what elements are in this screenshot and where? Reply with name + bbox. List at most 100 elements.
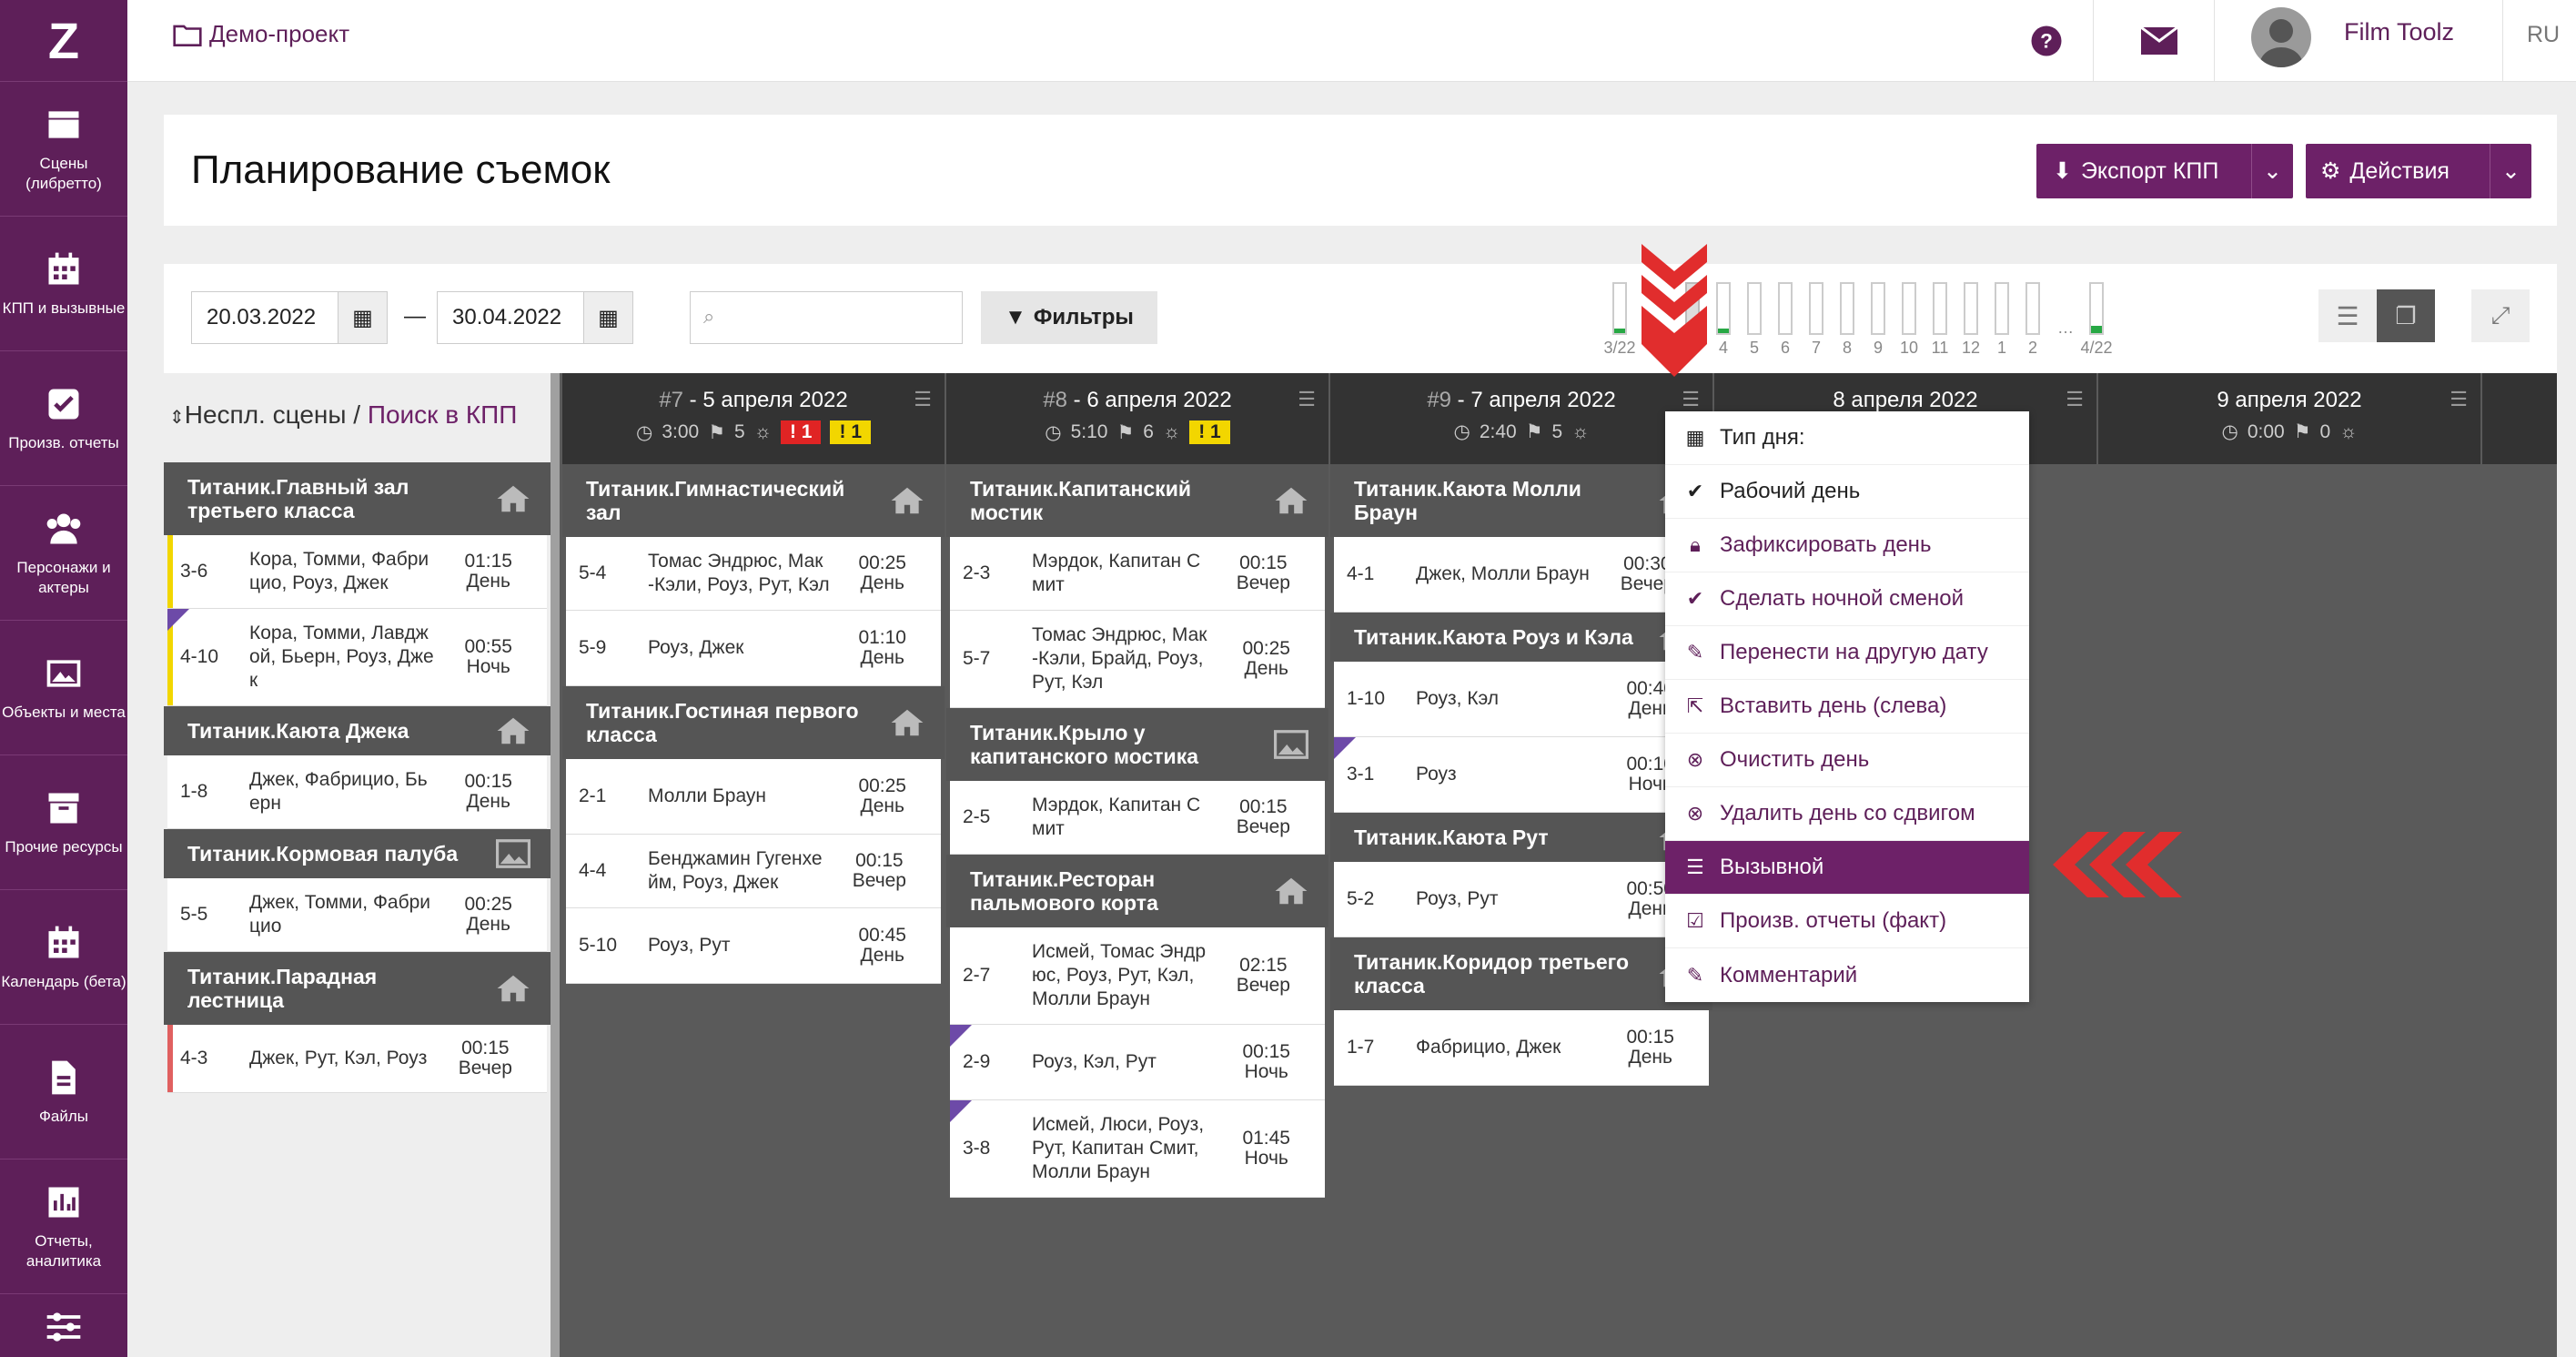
scene-card[interactable]: 2-3 Мэрдок, Капитан С мит 00:15 Вечер — [950, 537, 1325, 611]
timeline-day-bar[interactable] — [1778, 282, 1793, 335]
scene-card[interactable]: 4-10 Кора, Томми, Лавдж ой, Бьерн, Роуз, … — [167, 609, 547, 706]
search-schedule-link[interactable]: Поиск в КПП — [367, 400, 518, 429]
nav-resources[interactable]: Прочие ресурсы — [0, 755, 127, 890]
timeline-day-bar[interactable] — [1995, 282, 2009, 335]
scene-card[interactable]: 1-7 Фабрицио, Джек 00:15 День — [1334, 1010, 1709, 1086]
timeline-day-bar[interactable] — [2025, 282, 2040, 335]
filter-icon: ▼ — [1005, 305, 1026, 329]
menu-delete-day[interactable]: ⊗ Удалить день со сдвигом — [1665, 787, 2029, 841]
home-icon — [1275, 877, 1308, 905]
day-header[interactable]: #8 - 6 апреля 2022 ☰ ◷ 5:10 ⚑ 6 ☼! 1 — [946, 373, 1328, 464]
sort-icon[interactable]: ⇕ — [169, 408, 185, 428]
nav-calendar[interactable]: Календарь (бета) — [0, 890, 127, 1025]
settings-icon[interactable]: ☰ — [1682, 388, 1700, 410]
avatar[interactable] — [2251, 7, 2311, 67]
timeline-day-bar[interactable] — [1902, 282, 1916, 335]
scene-card[interactable]: 1-10 Роуз, Кэл 00:40 День — [1334, 662, 1709, 737]
scene-card[interactable]: 5-5 Джек, Томми, Фабри цио 00:25 День — [167, 878, 547, 952]
day-header[interactable]: #7 - 5 апреля 2022 ☰ ◷ 3:00 ⚑ 5 ☼! 1! 1 — [562, 373, 945, 464]
settings-icon[interactable]: ☰ — [914, 388, 932, 410]
scene-card[interactable]: 4-3 Джек, Рут, Кэл, Роуз 00:15 Вечер — [167, 1025, 547, 1093]
date-to-input[interactable]: 30.04.2022 ▦ — [437, 291, 633, 344]
nav-characters[interactable]: Персонажи и актеры — [0, 486, 127, 621]
nav-reports[interactable]: Произв. отчеты — [0, 351, 127, 486]
menu-lock-day[interactable]: 🔒︎ Зафиксировать день — [1665, 519, 2029, 572]
menu-clear-day[interactable]: ⊗ Очистить день — [1665, 734, 2029, 787]
scene-card[interactable]: 3-8 Исмей, Люси, Роуз, Рут, Капитан Смит,… — [950, 1100, 1325, 1198]
search-input[interactable]: ⌕ — [690, 291, 963, 344]
people-icon — [46, 513, 81, 543]
export-dropdown-toggle[interactable]: ⌄ — [2251, 144, 2293, 198]
fullscreen-button[interactable]: ⤢ — [2471, 289, 2530, 342]
scene-card[interactable]: 2-5 Мэрдок, Капитан С мит 00:15 Вечер — [950, 781, 1325, 855]
scene-card[interactable]: 5-9 Роуз, Джек 01:10 День — [566, 611, 941, 686]
timeline-day-bar[interactable] — [1871, 282, 1885, 335]
image-icon — [1274, 730, 1308, 759]
scene-card[interactable]: 2-9 Роуз, Кэл, Рут 00:15 Ночь — [950, 1025, 1325, 1100]
settings-icon[interactable]: ☰ — [1298, 388, 1316, 410]
list-icon: ☰ — [1686, 856, 1704, 878]
menu-night-shift[interactable]: ✔ Сделать ночной сменой — [1665, 572, 2029, 626]
timeline-day-bar[interactable] — [1716, 282, 1731, 335]
menu-comment[interactable]: ✎ Комментарий — [1686, 962, 1858, 987]
scene-card[interactable]: 5-7 Томас Эндрюс, Мак -Кэли, Брайд, Роуз,… — [950, 611, 1325, 708]
menu-call-sheet[interactable]: ☰ Вызывной — [1665, 841, 2029, 895]
calendar-icon[interactable]: ▦ — [338, 292, 387, 343]
nav-settings[interactable] — [0, 1294, 127, 1357]
image-icon — [46, 659, 81, 687]
scene-card[interactable]: 4-4 Бенджамин Гугенхе йм, Роуз, Джек 00:15… — [566, 835, 941, 908]
calendar-icon[interactable]: ▦ — [583, 292, 632, 343]
scene-card[interactable]: 1-8 Джек, Фабрицио, Бь ерн 00:15 День — [167, 755, 547, 829]
location-header: Титаник.Каюта Роуз и Кэла — [1330, 613, 1712, 662]
scene-card[interactable]: 5-4 Томас Эндрюс, Мак -Кэли, Роуз, Рут, К… — [566, 537, 941, 611]
scene-card[interactable]: 2-1 Молли Браун 00:25 День — [566, 759, 941, 835]
warning-badge: ! 1 — [830, 420, 871, 444]
nav-analytics[interactable]: Отчеты, аналитика — [0, 1160, 127, 1294]
user-name[interactable]: Film Toolz — [2344, 18, 2455, 46]
actions-dropdown-toggle[interactable]: ⌄ — [2490, 144, 2531, 198]
timeline-day-bar[interactable] — [1809, 282, 1823, 335]
scene-card[interactable]: 2-7 Исмей, Томас Эндр юс, Роуз, Рут, Кэл,… — [950, 927, 1325, 1025]
clock-icon: ◷ — [2221, 421, 2238, 442]
location-header: Титаник.Коридор третьего класса — [1330, 937, 1712, 1010]
menu-insert-day[interactable]: ⇱ Вставить день (слева) — [1665, 680, 2029, 734]
menu-production-reports[interactable]: ☑ Произв. отчеты (факт) — [1665, 895, 2029, 948]
scene-card[interactable]: 3-1 Роуз 00:10 Ночь — [1334, 737, 1709, 813]
timeline-day-bar[interactable] — [1933, 282, 1947, 335]
timeline-day-bar[interactable] — [1840, 282, 1854, 335]
actions-button[interactable]: ⚙ Действия ⌄ — [2306, 144, 2531, 198]
column-header-filler — [2482, 373, 2557, 464]
help-icon[interactable]: ? — [2022, 16, 2071, 66]
scene-card[interactable]: 4-1 Джек, Молли Браун 00:30 Вечер — [1334, 537, 1709, 613]
timeline-day-bar[interactable] — [1964, 282, 1978, 335]
project-selector[interactable]: Демо-проект — [173, 20, 349, 48]
column-divider[interactable] — [551, 373, 560, 1357]
scene-card[interactable]: 3-6 Кора, Томми, Фабри цио, Роуз, Джек 01:… — [167, 535, 547, 609]
scene-card[interactable]: 5-2 Роуз, Рут 00:50 День — [1334, 862, 1709, 937]
nav-schedules[interactable]: КПП и вызывные — [0, 217, 127, 351]
list-view-button[interactable]: ☰ — [2318, 289, 2377, 342]
day-header[interactable]: #9 - 7 апреля 2022 ☰ ◷ 2:40 ⚑ 5 ☼ — [1330, 373, 1712, 464]
settings-icon[interactable]: ☰ — [2066, 388, 2084, 410]
mail-icon[interactable] — [2135, 16, 2184, 66]
timeline-day-bar[interactable] — [1612, 282, 1627, 335]
settings-icon[interactable]: ☰ — [2450, 388, 2468, 410]
menu-working-day[interactable]: ✔ Рабочий день — [1665, 465, 2029, 519]
location-header: Титаник.Каюта Джека — [164, 706, 551, 755]
export-button[interactable]: ⬇ Экспорт КПП ⌄ — [2036, 144, 2293, 198]
timeline-day-bar[interactable] — [1747, 282, 1762, 335]
timeline-day-bar[interactable] — [2089, 282, 2104, 335]
date-from-input[interactable]: 20.03.2022 ▦ — [191, 291, 388, 344]
scene-card[interactable]: 5-10 Роуз, Рут 00:45 День — [566, 908, 941, 984]
menu-move-date[interactable]: ✎ Перенести на другую дату — [1665, 626, 2029, 680]
nav-scenes[interactable]: Сцены (либретто) — [0, 82, 127, 217]
filters-button[interactable]: ▼ Фильтры — [981, 291, 1157, 344]
app-logo[interactable]: Z — [0, 0, 127, 82]
timeline-label: 12 — [1961, 339, 1981, 357]
nav-files[interactable]: Файлы — [0, 1025, 127, 1160]
language-switch[interactable]: RU — [2527, 22, 2561, 47]
nav-locations[interactable]: Объекты и места — [0, 621, 127, 755]
chevron-down-icon: ⌄ — [2263, 158, 2282, 184]
board-view-button[interactable]: ❐ — [2377, 289, 2435, 342]
day-header[interactable]: 9 апреля 2022 ☰ ◷ 0:00 ⚑ 0 ☼ — [2098, 373, 2480, 464]
